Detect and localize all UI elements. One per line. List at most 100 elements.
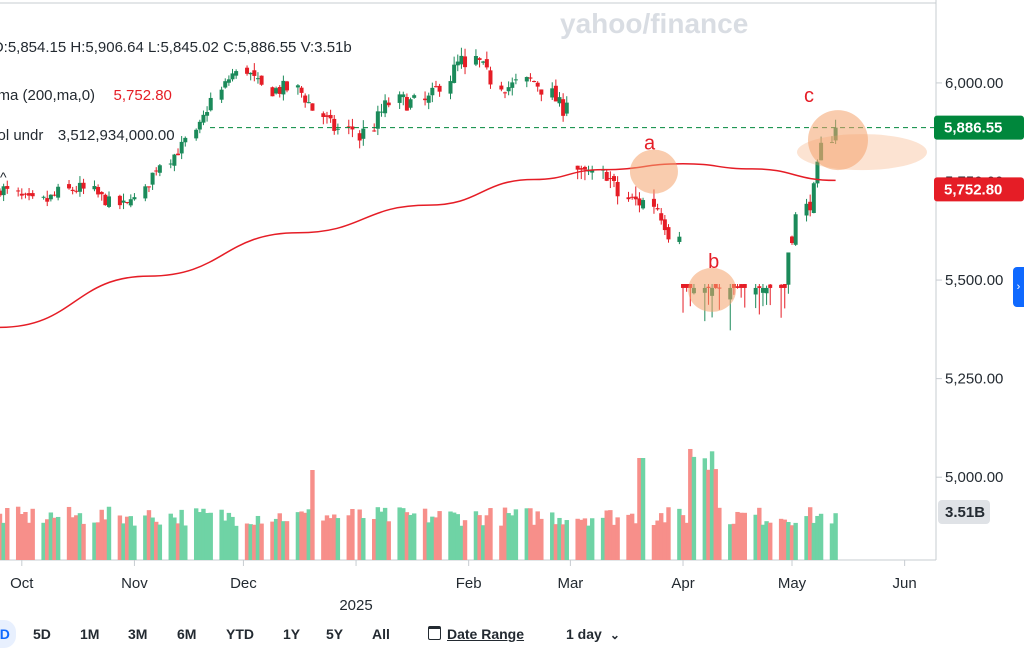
candle-body[interactable]: [539, 89, 544, 95]
candle-body[interactable]: [557, 97, 562, 104]
candle-body[interactable]: [677, 236, 682, 242]
candle-body[interactable]: [452, 64, 457, 83]
candle-body[interactable]: [77, 182, 82, 192]
candle-body[interactable]: [641, 200, 646, 209]
range-6m-button[interactable]: 6M: [177, 626, 197, 642]
candle-body[interactable]: [299, 87, 304, 93]
candle-body[interactable]: [637, 198, 642, 206]
candle-body[interactable]: [499, 85, 504, 90]
interval-select[interactable]: 1 day ⌄: [566, 620, 620, 648]
candle-body[interactable]: [408, 99, 413, 108]
candle-body[interactable]: [310, 103, 315, 111]
candle-body[interactable]: [808, 201, 813, 211]
candle-body[interactable]: [735, 286, 740, 288]
candle-body[interactable]: [760, 287, 765, 293]
range-5y-button[interactable]: 5Y: [326, 626, 344, 642]
candle-body[interactable]: [48, 194, 53, 200]
candle-body[interactable]: [96, 186, 101, 195]
candle-body[interactable]: [324, 115, 329, 117]
candle-body[interactable]: [463, 56, 468, 68]
candle-body[interactable]: [157, 165, 162, 173]
candle-body[interactable]: [804, 203, 809, 216]
candle-body[interactable]: [230, 73, 235, 80]
candle-body[interactable]: [739, 284, 744, 288]
candle-body[interactable]: [23, 193, 28, 195]
candle-body[interactable]: [753, 287, 758, 295]
candle-body[interactable]: [321, 113, 326, 117]
candle-body[interactable]: [179, 141, 184, 154]
candle-body[interactable]: [404, 97, 409, 111]
candle-body[interactable]: [30, 193, 35, 197]
candle-body[interactable]: [786, 252, 791, 285]
candle-body[interactable]: [245, 67, 250, 74]
candle-body[interactable]: [626, 197, 631, 200]
date-range-button[interactable]: Date Range: [428, 620, 524, 648]
candle-body[interactable]: [793, 214, 798, 245]
candle-body[interactable]: [70, 189, 75, 191]
candle-body[interactable]: [372, 130, 377, 132]
candle-body[interactable]: [357, 133, 362, 141]
candlesticks[interactable]: [0, 47, 838, 331]
candle-body[interactable]: [426, 95, 431, 103]
candle-body[interactable]: [401, 94, 406, 98]
candle-body[interactable]: [194, 129, 199, 139]
candle-body[interactable]: [117, 195, 122, 206]
candle-body[interactable]: [513, 79, 518, 81]
expand-panel-handle[interactable]: ›: [1013, 267, 1024, 307]
candle-body[interactable]: [782, 284, 787, 288]
candle-body[interactable]: [226, 79, 231, 83]
candle-body[interactable]: [306, 102, 311, 104]
candle-body[interactable]: [1, 186, 6, 196]
candle-body[interactable]: [764, 287, 769, 294]
candle-body[interactable]: [303, 95, 308, 103]
range-1y-button[interactable]: 1Y: [283, 626, 301, 642]
candle-body[interactable]: [757, 286, 762, 288]
candle-body[interactable]: [154, 170, 159, 172]
candle-body[interactable]: [561, 99, 566, 116]
candle-body[interactable]: [74, 190, 79, 192]
candle-body[interactable]: [604, 171, 609, 181]
candle-body[interactable]: [183, 137, 188, 143]
candle-body[interactable]: [103, 194, 108, 206]
candle-body[interactable]: [375, 111, 380, 129]
candle-body[interactable]: [81, 182, 86, 189]
range-1d-button[interactable]: 1D: [0, 620, 16, 648]
candle-body[interactable]: [437, 85, 442, 92]
candle-body[interactable]: [252, 70, 257, 76]
candle-body[interactable]: [582, 166, 587, 170]
candle-body[interactable]: [19, 193, 24, 196]
candle-body[interactable]: [168, 163, 173, 165]
candle-body[interactable]: [346, 126, 351, 128]
range-1m-button[interactable]: 1M: [80, 626, 100, 642]
candle-body[interactable]: [535, 82, 540, 87]
candle-body[interactable]: [128, 199, 133, 206]
candle-body[interactable]: [27, 193, 32, 196]
candle-body[interactable]: [455, 61, 460, 66]
candle-body[interactable]: [92, 186, 97, 190]
candle-body[interactable]: [590, 169, 595, 173]
candle-body[interactable]: [361, 128, 366, 139]
candle-body[interactable]: [506, 87, 511, 92]
candle-body[interactable]: [459, 55, 464, 65]
candle-body[interactable]: [197, 121, 202, 130]
range-ytd-button[interactable]: YTD: [226, 626, 254, 642]
candle-body[interactable]: [150, 172, 155, 185]
candle-body[interactable]: [815, 161, 820, 184]
candle-body[interactable]: [550, 88, 555, 98]
candle-body[interactable]: [532, 80, 537, 82]
candle-body[interactable]: [662, 219, 667, 231]
candle-body[interactable]: [255, 78, 260, 80]
candle-body[interactable]: [666, 227, 671, 240]
candle-body[interactable]: [524, 77, 529, 82]
candle-body[interactable]: [295, 85, 300, 88]
candle-body[interactable]: [146, 186, 151, 188]
candle-body[interactable]: [332, 118, 337, 131]
candle-body[interactable]: [143, 186, 148, 199]
candle-body[interactable]: [52, 194, 57, 196]
candle-body[interactable]: [219, 89, 224, 100]
candle-body[interactable]: [5, 186, 10, 189]
candle-body[interactable]: [132, 197, 137, 200]
candle-body[interactable]: [484, 59, 489, 68]
candle-body[interactable]: [553, 85, 558, 102]
candle-body[interactable]: [790, 236, 795, 244]
